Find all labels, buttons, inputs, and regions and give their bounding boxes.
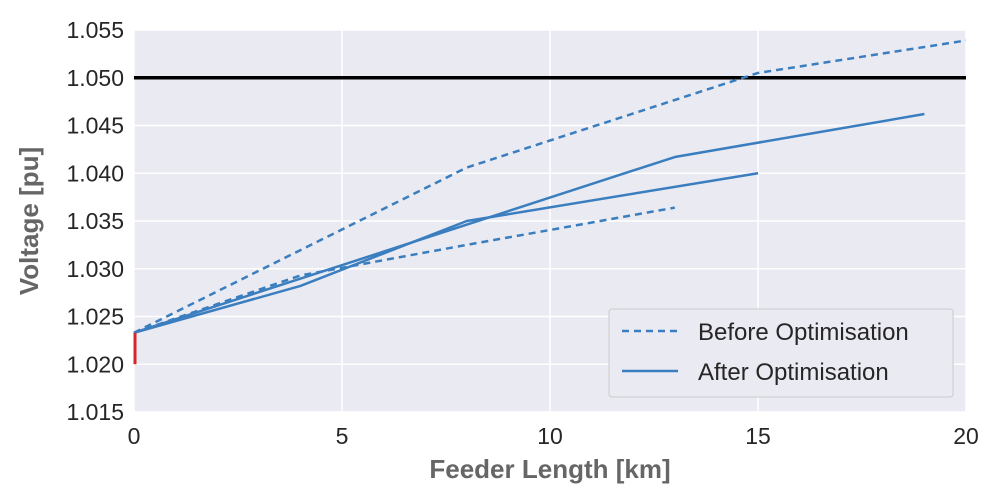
legend: Before Optimisation After Optimisation: [608, 308, 954, 398]
y-tick-label: 1.050: [66, 65, 124, 91]
y-tick-label: 1.020: [66, 351, 124, 377]
x-tick-label: 10: [537, 423, 563, 449]
x-tick-label: 20: [953, 423, 979, 449]
before-optimisation-line-0: [133, 39, 967, 334]
after-optimisation-line-3: [133, 112, 925, 334]
series-group: [133, 39, 967, 334]
y-tick-label: 1.035: [66, 208, 124, 234]
x-tick-label: 0: [128, 423, 141, 449]
y-tick-label: 1.025: [66, 304, 124, 330]
x-tick-label: 5: [336, 423, 349, 449]
y-tick-label: 1.030: [66, 256, 124, 282]
legend-after-label: After Optimisation: [698, 359, 889, 386]
y-tick-label: 1.045: [66, 113, 124, 139]
x-tick-labels: 0 5 10 15 20: [128, 423, 979, 449]
after-optimisation-line-2: [133, 172, 759, 334]
x-tick-label: 15: [745, 423, 771, 449]
x-axis-title: Feeder Length [km]: [429, 454, 670, 484]
y-tick-label: 1.040: [66, 160, 124, 186]
y-tick-label: 1.015: [66, 399, 124, 425]
y-axis-title: Voltage [pu]: [14, 147, 44, 295]
before-optimisation-line-1: [133, 206, 676, 334]
legend-box: [608, 308, 954, 398]
legend-before-label: Before Optimisation: [698, 319, 909, 346]
y-tick-labels: 1.015 1.020 1.025 1.030 1.035 1.040 1.045 1.050…: [66, 17, 124, 425]
y-tick-label: 1.055: [66, 17, 124, 43]
